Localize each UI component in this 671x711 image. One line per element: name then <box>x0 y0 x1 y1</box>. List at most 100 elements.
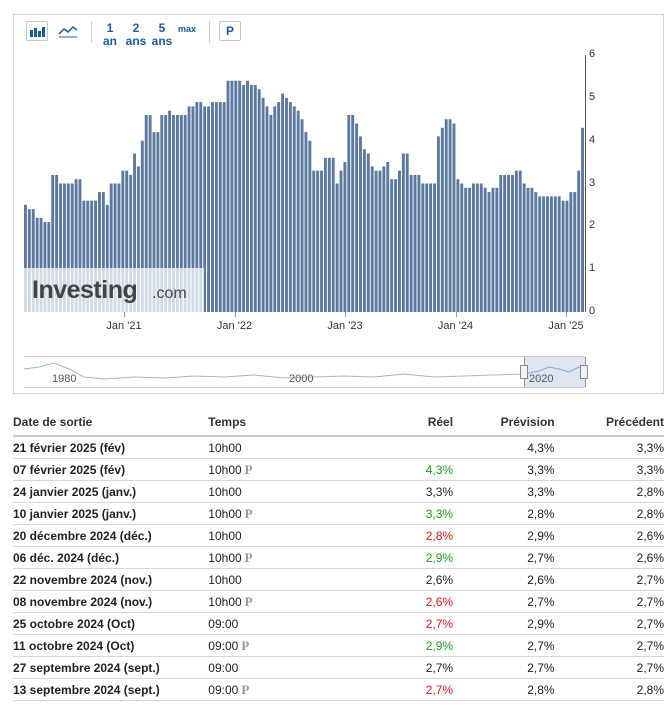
header-actual[interactable]: Réel <box>351 408 454 437</box>
chart-bar[interactable] <box>366 153 370 312</box>
chart-bar[interactable] <box>203 106 207 312</box>
header-forecast[interactable]: Prévision <box>453 408 555 437</box>
chart-bar[interactable] <box>374 170 378 312</box>
chart-bar[interactable] <box>168 110 172 312</box>
chart-bar[interactable] <box>86 200 90 312</box>
range-5-years-button[interactable]: 5 ans <box>150 22 174 48</box>
chart-bar[interactable] <box>495 187 499 312</box>
chart-bar[interactable] <box>542 196 546 312</box>
chart-bar[interactable] <box>265 106 269 312</box>
chart-bar[interactable] <box>448 119 452 312</box>
navigator-selection-window[interactable] <box>524 357 586 387</box>
chart-bar[interactable] <box>335 183 339 313</box>
chart-bar[interactable] <box>105 204 109 312</box>
chart-bar[interactable] <box>43 222 47 312</box>
chart-bar[interactable] <box>499 174 503 312</box>
chart-bar[interactable] <box>238 80 242 312</box>
chart-bar[interactable] <box>199 102 203 312</box>
chart-bar[interactable] <box>121 170 125 312</box>
chart-bar[interactable] <box>351 114 355 312</box>
chart-bar[interactable] <box>401 153 405 312</box>
chart-bar[interactable] <box>144 114 148 312</box>
chart-bar[interactable] <box>246 80 249 312</box>
chart-bar[interactable] <box>526 187 530 312</box>
chart-bar[interactable] <box>456 179 460 312</box>
chart-bar[interactable] <box>117 183 121 313</box>
chart-bar[interactable] <box>187 106 191 312</box>
chart-bar[interactable] <box>296 110 300 312</box>
chart-bar[interactable] <box>507 174 510 312</box>
chart-bar[interactable] <box>518 170 522 312</box>
chart-bar[interactable] <box>51 174 55 312</box>
chart-bar[interactable] <box>549 196 553 312</box>
chart-bar[interactable] <box>234 80 238 312</box>
chart-bar[interactable] <box>195 102 199 312</box>
chart-bar[interactable] <box>323 157 327 312</box>
chart-bar[interactable] <box>370 166 374 312</box>
range-2-years-button[interactable]: 2 ans <box>124 22 148 48</box>
chart-bar[interactable] <box>133 153 136 312</box>
chart-bar[interactable] <box>475 183 479 313</box>
chart-bar[interactable] <box>249 84 253 312</box>
chart-bar[interactable] <box>355 123 359 312</box>
chart-bar[interactable] <box>31 209 35 312</box>
chart-bar[interactable] <box>425 183 429 313</box>
chart-bar[interactable] <box>534 192 538 312</box>
chart-bar[interactable] <box>413 174 417 312</box>
chart-bar[interactable] <box>405 153 409 312</box>
chart-bar[interactable] <box>273 106 277 312</box>
chart-bar[interactable] <box>222 102 226 312</box>
chart-bar[interactable] <box>514 170 518 312</box>
chart-bar[interactable] <box>569 192 573 312</box>
chart-bar[interactable] <box>226 80 230 312</box>
chart-bar[interactable] <box>82 200 86 312</box>
chart-bar[interactable] <box>487 192 491 312</box>
chart-bar[interactable] <box>546 196 549 312</box>
chart-bar[interactable] <box>55 174 59 312</box>
chart-bar[interactable] <box>292 106 296 312</box>
range-1-year-button[interactable]: 1 an <box>102 22 118 48</box>
chart-bar[interactable] <box>39 217 43 312</box>
chart-bar[interactable] <box>24 204 27 312</box>
chart-bar[interactable] <box>183 114 187 312</box>
chart-bar[interactable] <box>172 114 175 312</box>
chart-bar[interactable] <box>78 179 82 312</box>
chart-bar[interactable] <box>460 183 464 313</box>
chart-bar[interactable] <box>27 209 31 312</box>
line-chart-type-button[interactable] <box>58 21 82 41</box>
range-navigator[interactable]: 1980 2000 2020 <box>24 356 588 388</box>
chart-bar[interactable] <box>230 80 234 312</box>
chart-bar[interactable] <box>327 157 331 312</box>
chart-bar[interactable] <box>433 183 436 313</box>
chart-bar[interactable] <box>218 102 222 312</box>
chart-bar[interactable] <box>331 157 335 312</box>
chart-bar[interactable] <box>312 170 316 312</box>
chart-bar[interactable] <box>440 127 444 312</box>
chart-bar[interactable] <box>288 102 292 312</box>
chart-bar[interactable] <box>468 187 472 312</box>
chart-bar[interactable] <box>113 183 117 313</box>
chart-bar[interactable] <box>452 123 456 312</box>
chart-bar[interactable] <box>394 179 397 312</box>
chart-bar[interactable] <box>530 187 534 312</box>
chart-bar[interactable] <box>269 114 273 312</box>
chart-bar[interactable] <box>573 192 577 312</box>
chart-bar[interactable] <box>479 183 483 313</box>
chart-bar[interactable] <box>281 93 285 312</box>
chart-bar[interactable] <box>577 170 581 312</box>
chart-bar[interactable] <box>129 174 133 312</box>
chart-bar[interactable] <box>409 174 413 312</box>
chart-bar[interactable] <box>561 200 565 312</box>
chart-bar[interactable] <box>207 106 210 312</box>
chart-bar[interactable] <box>398 170 401 312</box>
chart-bar[interactable] <box>66 183 70 313</box>
navigator-left-handle[interactable] <box>520 365 528 379</box>
chart-bar[interactable] <box>98 192 101 312</box>
chart-bar[interactable] <box>436 136 440 312</box>
chart-bar[interactable] <box>179 114 183 312</box>
chart-bar[interactable] <box>257 89 261 312</box>
chart-bar[interactable] <box>362 149 366 312</box>
bar-chart-type-button[interactable] <box>26 21 48 41</box>
chart-bar[interactable] <box>214 102 218 312</box>
header-release-date[interactable]: Date de sortie <box>13 408 209 437</box>
